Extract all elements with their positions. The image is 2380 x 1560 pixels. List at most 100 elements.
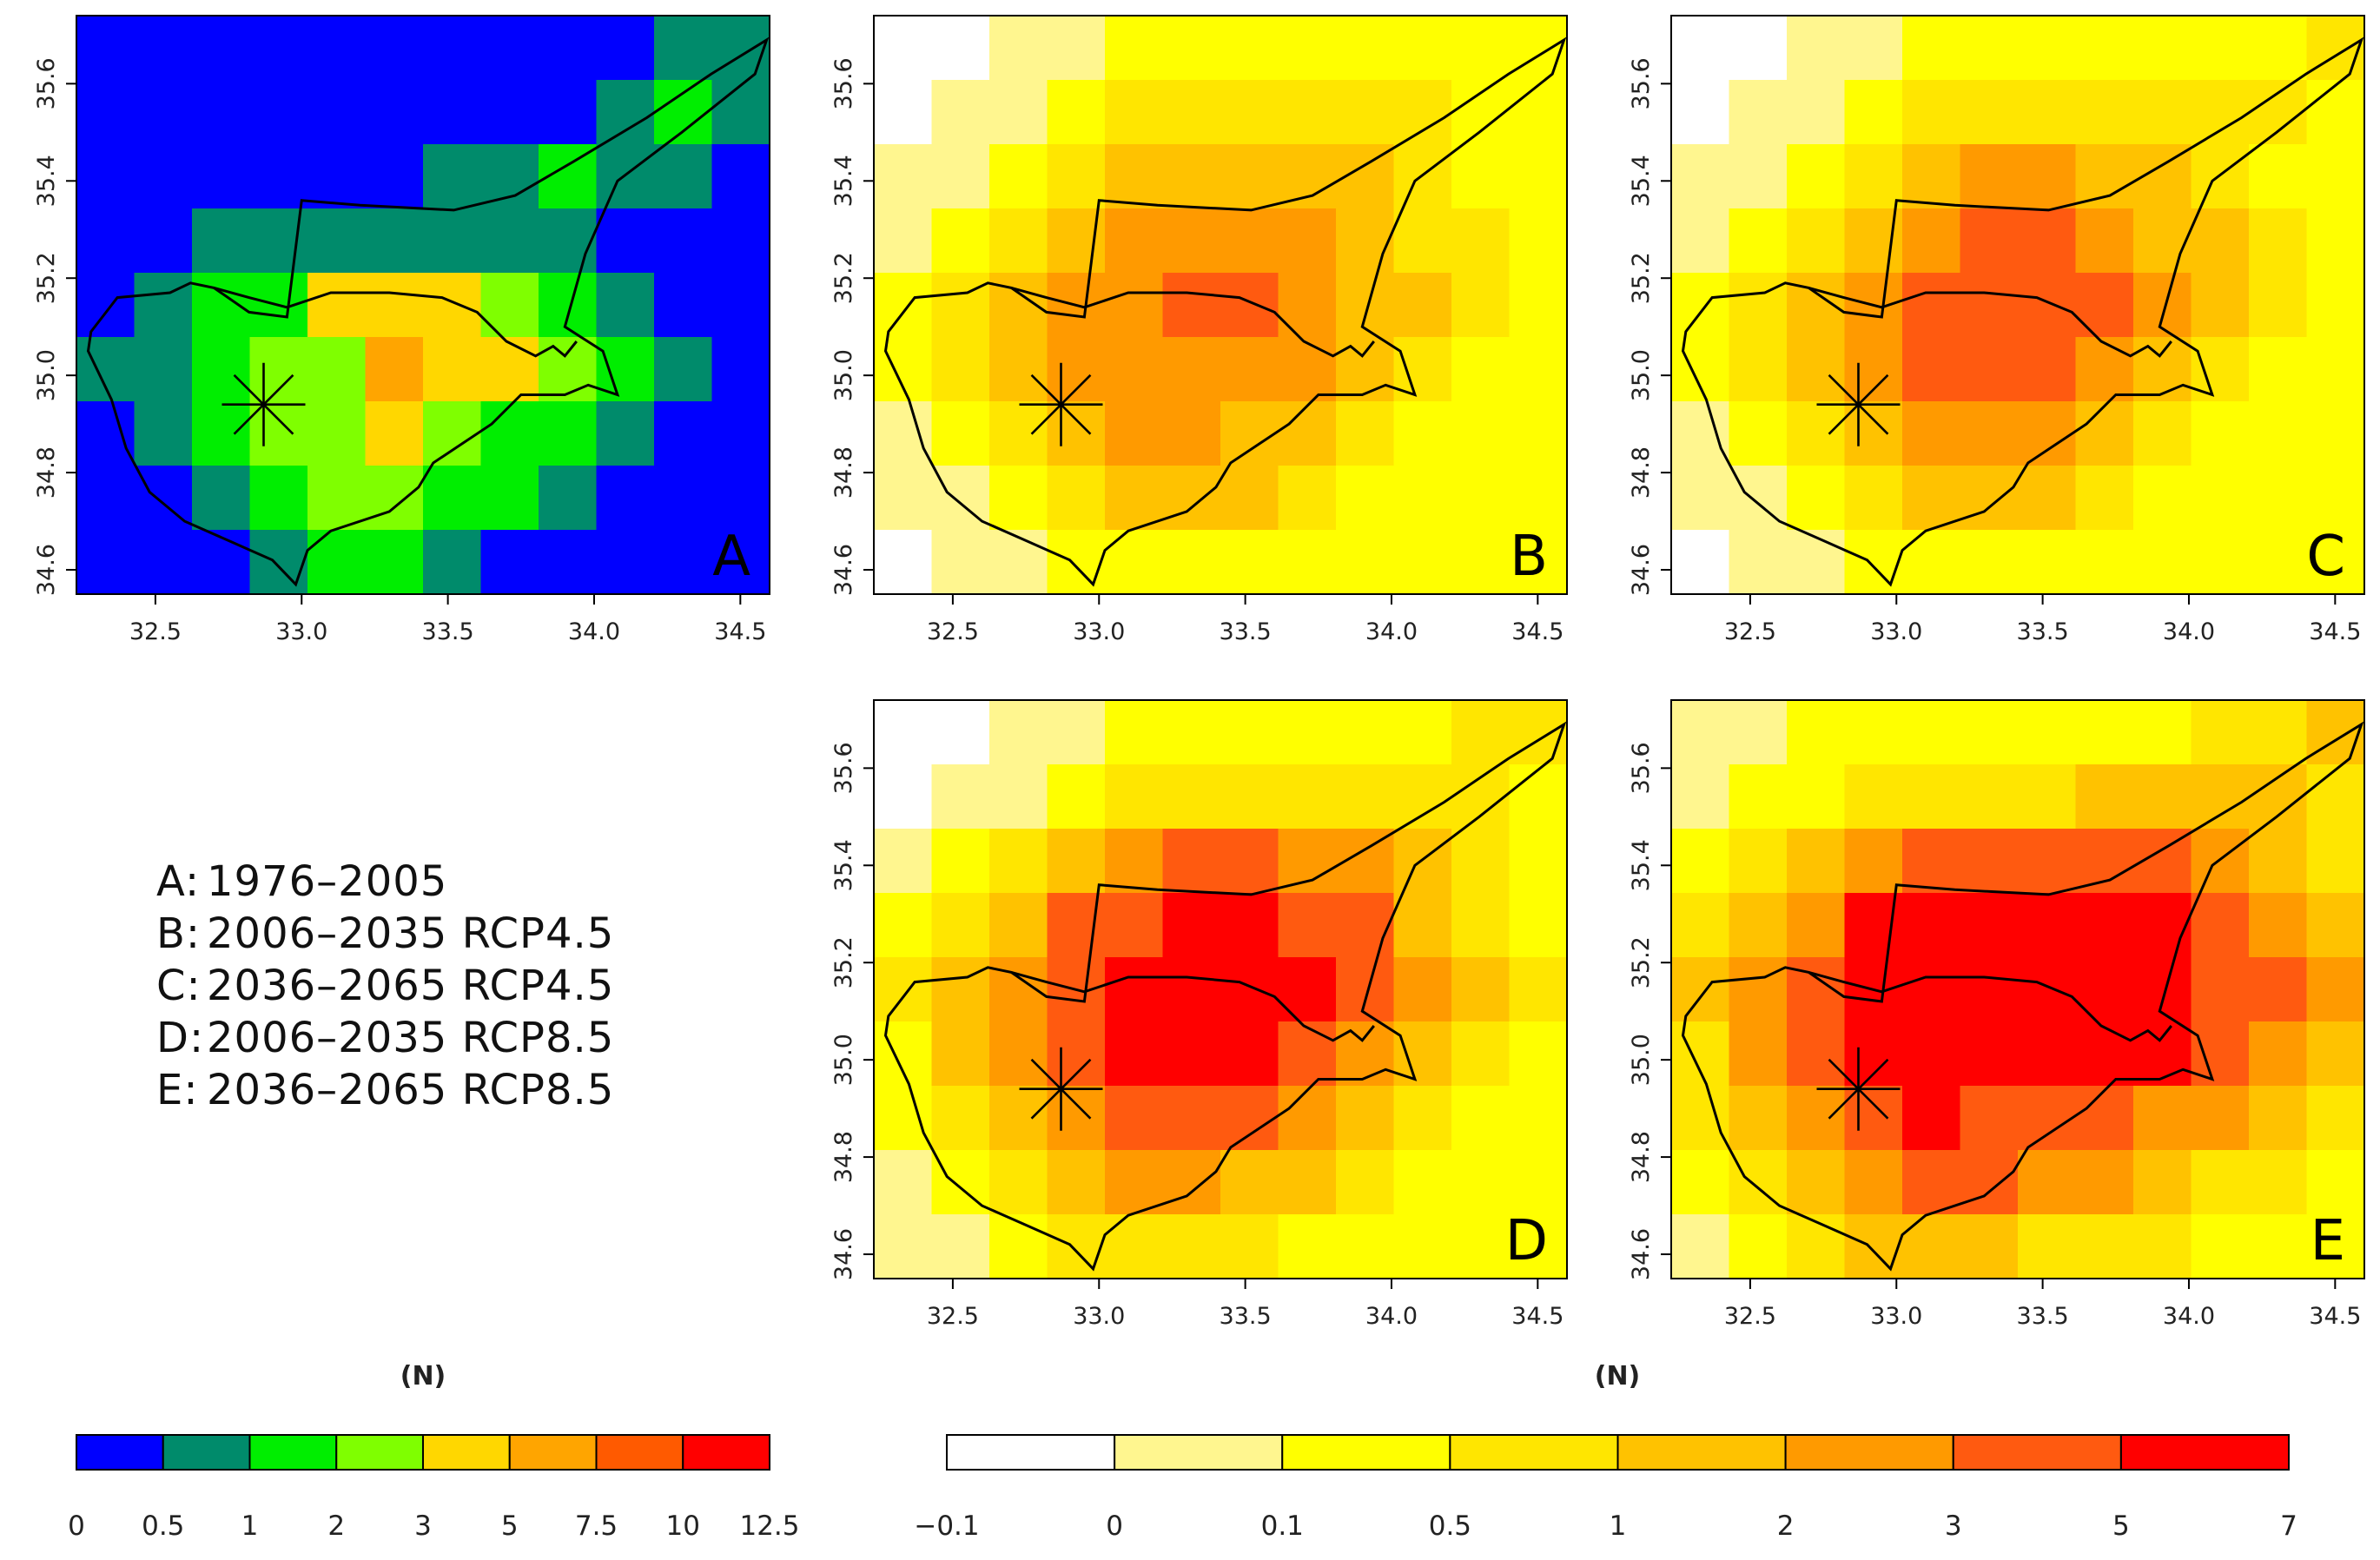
- grid-cell: [134, 208, 193, 274]
- grid-cell: [1105, 16, 1164, 81]
- grid-cell: [931, 1214, 990, 1279]
- grid-cell: [931, 337, 990, 402]
- grid-cell: [1509, 700, 1567, 765]
- grid-cell: [2075, 80, 2134, 145]
- legend-key: E:: [156, 1066, 199, 1114]
- grid-cell: [539, 466, 598, 531]
- grid-cell: [711, 208, 770, 274]
- coastline: [883, 36, 1567, 587]
- grid-cell: [2306, 144, 2364, 209]
- grid-cell: [2133, 80, 2192, 145]
- colorbar-break-label: 2: [327, 1510, 345, 1542]
- legend-value: 2036–2065 RCP4.5: [207, 962, 615, 1010]
- station-asterisk-icon: [1816, 362, 1901, 446]
- grid-cell: [2249, 80, 2308, 145]
- grid-cell: [1509, 401, 1567, 466]
- grid-cell: [1278, 829, 1337, 894]
- grid-cell: [2191, 16, 2250, 81]
- grid-cell: [1844, 16, 1903, 81]
- grid-cell: [134, 401, 193, 466]
- grid-cell: [2249, 829, 2308, 894]
- x-tick-label: 34.0: [2163, 1303, 2215, 1330]
- grid-cell: [76, 16, 136, 81]
- grid-cell: [2249, 401, 2308, 466]
- grid-cell: [365, 337, 424, 402]
- grid-cell: [874, 144, 933, 209]
- grid-cell: [1393, 80, 1452, 145]
- grid-cell: [1162, 1086, 1221, 1151]
- y-tick-label: 35.2: [830, 252, 857, 304]
- grid-cell: [1960, 80, 2019, 145]
- grid-cell: [2018, 893, 2077, 958]
- grid-cell: [2133, 700, 2192, 765]
- grid-cell: [596, 401, 655, 466]
- grid-cell: [2075, 700, 2134, 765]
- colorbar-swatch: [508, 1434, 598, 1471]
- colorbar-swatch: [682, 1434, 770, 1471]
- grid-cell: [1047, 530, 1106, 594]
- grid-cell: [423, 401, 482, 466]
- grid-cell: [1787, 1021, 1846, 1087]
- grid-cell: [1162, 80, 1221, 145]
- grid-cell: [596, 530, 655, 594]
- grid-cell: [1278, 1150, 1337, 1215]
- grid-cell: [1278, 957, 1337, 1022]
- legend-line-a: A: 1976–2005: [156, 856, 695, 908]
- grid-cell: [1105, 208, 1164, 274]
- grid-cell: [2249, 1150, 2308, 1215]
- grid-cell: [192, 401, 251, 466]
- grid-cell: [1844, 80, 1903, 145]
- grid-cell: [1729, 1214, 1788, 1279]
- y-tick-label: 34.6: [830, 1228, 857, 1280]
- grid-cell: [2191, 957, 2250, 1022]
- grid-cell: [539, 208, 598, 274]
- grid-cell: [1902, 893, 1961, 958]
- x-tick-label: 34.5: [1511, 618, 1564, 645]
- colorbar-swatch: [335, 1434, 424, 1471]
- grid-cell: [307, 80, 367, 145]
- colorbar-break-label: 1: [1610, 1510, 1627, 1542]
- colorbar-swatch: [422, 1434, 511, 1471]
- grid-cell: [1787, 1214, 1846, 1279]
- grid-cell: [2191, 273, 2250, 338]
- grid-cell: [480, 16, 539, 81]
- field-grid: [1671, 700, 2364, 1279]
- grid-cell: [2075, 273, 2134, 338]
- grid-cell: [654, 337, 713, 402]
- grid-cell: [1336, 273, 1395, 338]
- grid-cell: [711, 80, 770, 145]
- grid-cell: [931, 401, 990, 466]
- grid-cell: [1844, 1021, 1903, 1087]
- grid-cell: [1902, 466, 1961, 531]
- grid-cell: [931, 829, 990, 894]
- grid-cell: [1393, 16, 1452, 81]
- grid-cell: [307, 466, 367, 531]
- y-tick-label: 34.6: [33, 544, 60, 596]
- grid-cell: [931, 16, 990, 81]
- y-tick-label: 35.2: [830, 936, 857, 988]
- grid-cell: [1105, 957, 1164, 1022]
- grid-cell: [1671, 1086, 1730, 1151]
- y-tick-label: 34.8: [33, 446, 60, 499]
- grid-cell: [2075, 1214, 2134, 1279]
- grid-cell: [1220, 957, 1279, 1022]
- grid-cell: [76, 337, 136, 402]
- grid-cell: [1671, 957, 1730, 1022]
- grid-cell: [874, 530, 933, 594]
- grid-cell: [1729, 829, 1788, 894]
- grid-cell: [1278, 1214, 1337, 1279]
- legend-value: 2006–2035 RCP8.5: [207, 1014, 615, 1062]
- grid-cell: [654, 80, 713, 145]
- grid-cell: [2191, 829, 2250, 894]
- grid-cell: [1902, 273, 1961, 338]
- grid-cell: [2249, 337, 2308, 402]
- grid-cell: [249, 401, 308, 466]
- field-grid: [874, 16, 1567, 594]
- grid-cell: [1729, 401, 1788, 466]
- panel-letter: D: [1505, 1209, 1548, 1273]
- x-tick-label: 34.0: [1365, 618, 1418, 645]
- grid-cell: [1787, 764, 1846, 830]
- colorbar-swatch: [1784, 1434, 1954, 1471]
- grid-cell: [1393, 957, 1452, 1022]
- grid-cell: [1047, 144, 1106, 209]
